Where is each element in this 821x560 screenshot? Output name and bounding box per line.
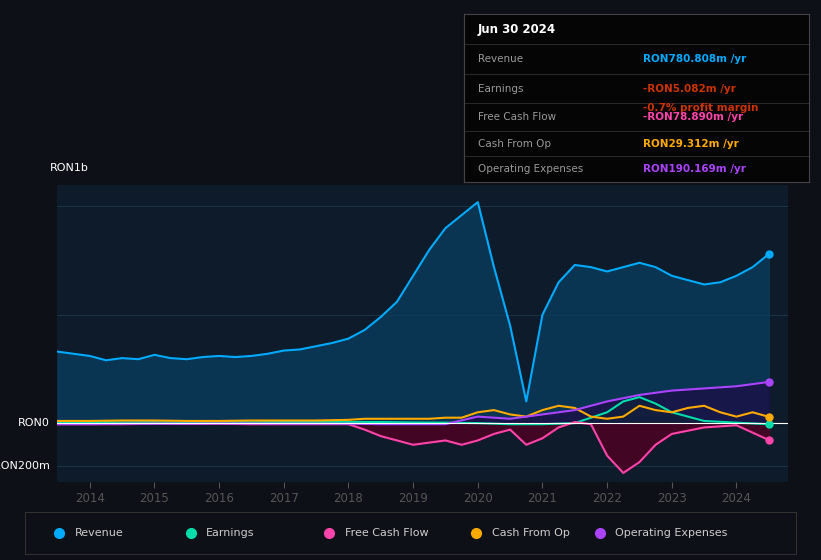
Text: Free Cash Flow: Free Cash Flow	[345, 529, 429, 538]
Text: RON29.312m /yr: RON29.312m /yr	[643, 139, 739, 149]
Text: Revenue: Revenue	[478, 54, 523, 63]
Text: RON190.169m /yr: RON190.169m /yr	[643, 165, 746, 174]
Text: RON780.808m /yr: RON780.808m /yr	[643, 54, 746, 63]
Text: Cash From Op: Cash From Op	[478, 139, 551, 149]
Text: Cash From Op: Cash From Op	[492, 529, 570, 538]
Text: Free Cash Flow: Free Cash Flow	[478, 113, 556, 122]
Text: -RON5.082m /yr: -RON5.082m /yr	[643, 84, 736, 94]
Text: Operating Expenses: Operating Expenses	[478, 165, 583, 174]
Text: Earnings: Earnings	[206, 529, 255, 538]
Text: Operating Expenses: Operating Expenses	[615, 529, 727, 538]
Text: -RON78.890m /yr: -RON78.890m /yr	[643, 113, 743, 122]
Text: Jun 30 2024: Jun 30 2024	[478, 22, 556, 36]
Text: RON1b: RON1b	[50, 163, 89, 173]
Text: -0.7% profit margin: -0.7% profit margin	[643, 103, 759, 113]
Text: Earnings: Earnings	[478, 84, 523, 94]
Text: Revenue: Revenue	[75, 529, 123, 538]
Text: -RON200m: -RON200m	[0, 461, 50, 472]
Text: RON0: RON0	[18, 418, 50, 428]
